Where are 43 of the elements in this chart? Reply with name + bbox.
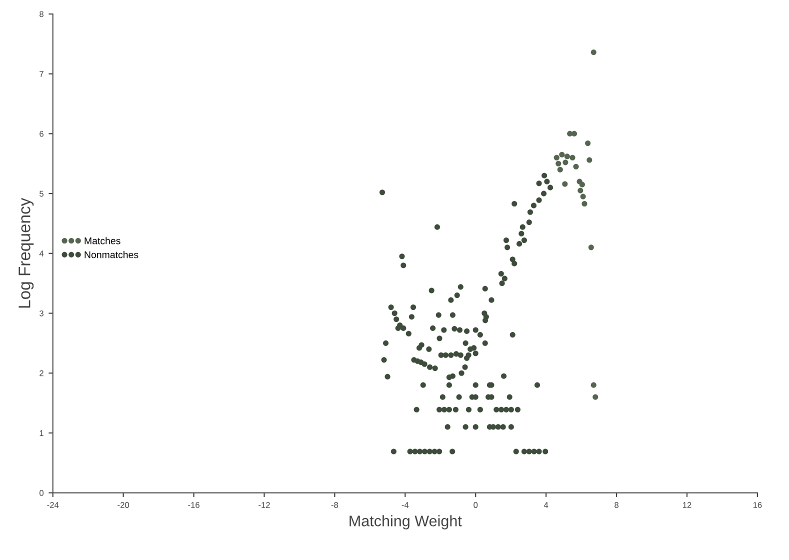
point xyxy=(588,244,594,250)
x-tick-label: -16 xyxy=(188,502,200,508)
point xyxy=(573,164,579,170)
y-tick-label: 7 xyxy=(40,71,44,77)
point xyxy=(554,154,560,160)
y-tick-label: 2 xyxy=(40,370,44,376)
x-tick-label: -12 xyxy=(258,502,270,508)
x-tick-label: 4 xyxy=(544,502,548,508)
y-tick-label: 3 xyxy=(40,310,44,316)
point xyxy=(557,166,563,172)
x-tick-label: 16 xyxy=(753,502,762,508)
x-tick-label: 12 xyxy=(682,502,692,508)
point xyxy=(585,140,591,146)
point xyxy=(570,154,576,160)
point xyxy=(578,188,584,194)
y-tick-label: 0 xyxy=(40,490,44,496)
y-tick-label: 8 xyxy=(40,11,44,18)
point xyxy=(562,181,568,187)
point xyxy=(556,160,562,166)
y-axis-title: Log Frequency xyxy=(18,198,34,308)
y-tick-label: 1 xyxy=(40,430,44,436)
y-tick-label: 6 xyxy=(40,130,44,137)
x-tick-label: -8 xyxy=(331,502,338,508)
x-tick-label: -4 xyxy=(402,502,409,508)
point xyxy=(559,152,565,158)
point xyxy=(579,182,585,188)
point xyxy=(580,194,586,200)
legend-label: Matches xyxy=(84,237,120,244)
y-tick-label: 4 xyxy=(39,250,44,256)
point xyxy=(562,160,568,166)
point xyxy=(564,154,570,160)
x-tick-label: 0 xyxy=(474,502,478,508)
y-tick-label: 5 xyxy=(40,190,44,197)
point xyxy=(592,394,598,400)
point xyxy=(590,382,596,388)
point xyxy=(582,200,588,207)
point xyxy=(586,157,592,163)
x-axis-title: Matching Weight xyxy=(350,515,462,530)
x-tick-label: 8 xyxy=(614,502,618,508)
legend-label: Nonmatches xyxy=(84,251,138,258)
x-tick-label: -20 xyxy=(118,502,130,508)
x-tick-label: -24 xyxy=(47,502,59,508)
point xyxy=(590,50,596,56)
